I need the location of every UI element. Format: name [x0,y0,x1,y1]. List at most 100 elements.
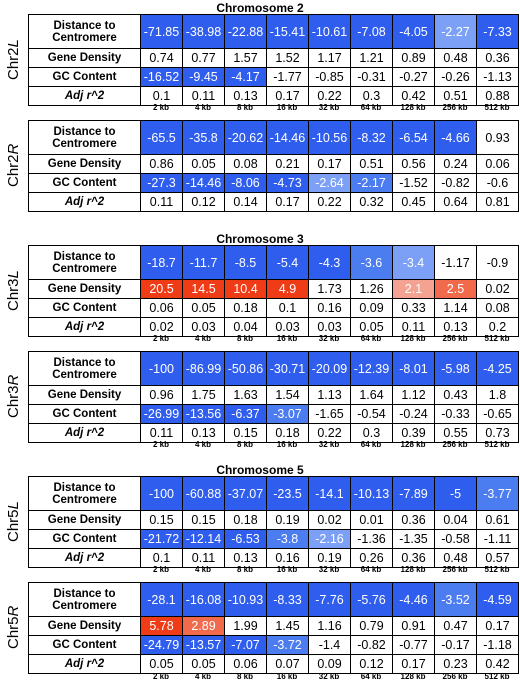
value-cell: -71.85 [140,14,183,49]
value-cell: -0.54 [350,404,393,424]
value-cell: 0.01 [350,510,393,530]
bin-size-label: 16 kb [276,103,298,112]
table-row-distance: Distance to Centromere -71.85 -38.98 -22.88-… [28,14,519,49]
value-cell: -0.65 [476,404,519,424]
value-cell: 0.22 [308,192,351,212]
value-cell: 0.26 [350,548,393,568]
bin-size-label: 8 kb [236,565,253,574]
table-row-gene-density: Gene Density 5.78 2.89 1.99 1.45 1.16 0.79 0.91… [28,616,519,636]
table-row-adj-r2: Adj r^2 0.11 0.13 0.15 0.18 0.22 0.3 0.39 0.55 0.… [28,423,519,443]
value-cell: -16.08 [182,582,225,617]
value-cell: -3.4 [392,245,435,280]
value-cell: -6.54 [392,120,435,155]
value-cell: 0.2 [476,317,519,337]
value-cell: 0.21 [266,154,309,174]
arm-label-suffix: L [5,270,22,279]
value-cell: -27.3 [140,173,183,193]
value-cell: -1.35 [392,529,435,549]
value-cell: 0.05 [350,317,393,337]
row-header-line: Centromere [52,137,117,150]
table-row-gene-density: Gene Density 0.86 0.05 0.08 0.21 0.17 0.51 0.56… [28,154,519,174]
value-cell: 1.45 [266,616,309,636]
value-cell: 0.05 [140,654,183,674]
value-cell: -0.82 [350,635,393,655]
arm-label-suffix: L [5,501,22,510]
value-cell: -5.98 [434,351,477,386]
value-cell: 0.43 [434,385,477,405]
value-cell: 0.1 [140,548,183,568]
row-header-adj-r2: Adj r^2 [28,654,141,674]
value-cell: 0.05 [182,654,225,674]
value-cell: 0.09 [350,298,393,318]
bin-size-label: 2 kb [152,672,169,681]
value-cell: 14.5 [182,279,225,299]
bin-size-label: 32 kb [318,440,340,449]
value-cell: 1.12 [392,385,435,405]
value-cell: -22.88 [224,14,267,49]
value-cell: -1.77 [266,67,309,87]
table-row-adj-r2: Adj r^2 0.1 0.11 0.13 0.17 0.22 0.3 0.42 0.51 0.8… [28,86,519,106]
value-cell: 0.15 [182,510,225,530]
row-header-line: Distance to [53,19,116,32]
value-cell: -5 [434,476,477,511]
value-cell: -4.73 [266,173,309,193]
value-cell: 0.18 [266,423,309,443]
row-header-gc-content: GC Content [28,404,141,424]
value-cell: -4.46 [392,582,435,617]
bin-size-label: 32 kb [318,334,340,343]
arm-label-prefix: Chr5 [5,509,22,542]
value-cell: 4.9 [266,279,309,299]
row-header-gene-density: Gene Density [28,616,141,636]
bin-size-label: 32 kb [318,103,340,112]
table-row-gene-density: Gene Density 0.15 0.15 0.18 0.19 0.02 0.01 0.36… [28,510,519,530]
value-cell: -24.79 [140,635,183,655]
value-cell: -3.52 [434,582,477,617]
row-header-gene-density: Gene Density [28,279,141,299]
value-cell: -14.46 [266,120,309,155]
value-cell: 0.23 [434,654,477,674]
value-cell: 0.07 [266,654,309,674]
row-header-gene-density: Gene Density [28,154,141,174]
value-cell: -10.93 [224,582,267,617]
value-cell: 1.14 [434,298,477,318]
value-cell: 0.03 [182,317,225,337]
value-cell: 0.57 [476,548,519,568]
row-header-gc-content: GC Content [28,67,141,87]
value-cell: -37.07 [224,476,267,511]
value-cell: 0.17 [266,192,309,212]
table-row-distance: Distance to Centromere -100 -86.99 -50.86 -30… [28,351,519,386]
value-cell: -4.59 [476,582,519,617]
value-cell: 0.33 [392,298,435,318]
row-header-line: Distance to [53,587,116,600]
value-cell: 0.88 [476,86,519,106]
row-header-distance: Distance to Centromere [28,245,141,280]
row-header-distance: Distance to Centromere [28,476,141,511]
value-cell: 0.12 [350,654,393,674]
value-cell: -4.25 [476,351,519,386]
value-cell: 1.52 [266,48,309,68]
value-cell: -0.58 [434,529,477,549]
value-cell: -26.99 [140,404,183,424]
row-header-distance: Distance to Centromere [28,14,141,49]
bin-size-label: 256 kb [442,103,468,112]
bin-size-label: 64 kb [360,440,382,449]
arm-label-prefix: Chr2 [5,154,22,188]
value-cell: -1.13 [476,67,519,87]
value-cell: 0.74 [140,48,183,68]
value-cell: 0.55 [434,423,477,443]
row-header-adj-r2: Adj r^2 [28,192,141,212]
value-cell: -2.64 [308,173,351,193]
value-cell: 0.02 [476,279,519,299]
value-cell: -1.11 [476,529,519,549]
value-cell: 0.03 [308,317,351,337]
chr2r-table: Distance to Centromere -65.5 -35.8 -20.62 -14… [28,120,519,212]
table-row-gc-content: GC Content -21.72 -12.14 -6.53 -3.8 -2.16 -1.3… [28,529,519,549]
value-cell: 0.06 [140,298,183,318]
bin-size-label: 256 kb [442,672,468,681]
value-cell: 20.5 [140,279,183,299]
value-cell: -10.56 [308,120,351,155]
chr5r-table: Distance to Centromere -28.1 -16.08 -10.93 -8… [28,582,519,674]
value-cell: -7.76 [308,582,351,617]
value-cell: -6.37 [224,404,267,424]
value-cell: 1.75 [182,385,225,405]
